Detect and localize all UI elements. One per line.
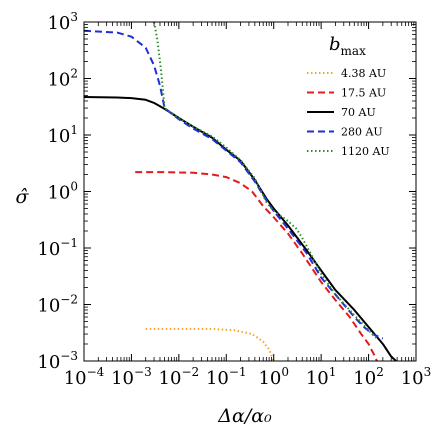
x-tick-label: 10−3	[111, 365, 152, 389]
x-axis-title: Δα/α₀	[217, 405, 272, 427]
series-layer	[84, 22, 397, 361]
y-tick-label: 10−2	[37, 293, 78, 317]
x-tick-label: 10−1	[206, 365, 247, 389]
labels-layer: 10−4 10−3 10−2 10−1 100 101 102 10310−310−210−1…	[37, 10, 431, 389]
x-tick-label: 103	[401, 365, 432, 389]
y-axis-title: σ̂	[16, 186, 30, 208]
series-line-4	[153, 22, 378, 340]
x-tick-label: 100	[258, 365, 289, 389]
x-tick-label: 10−4	[64, 365, 105, 389]
x-tick-label: 10−2	[159, 365, 200, 389]
series-line-3	[84, 29, 384, 340]
legend: bmax 4.38 AU 17.5 AU 70 AU 280 AU 1120 AU	[307, 34, 390, 158]
y-tick-label: 101	[47, 123, 78, 147]
legend-label-2: 70 AU	[341, 106, 376, 119]
series-line-0	[145, 327, 275, 361]
y-tick-label: 10−3	[37, 349, 78, 373]
y-tick-label: 102	[47, 67, 78, 91]
ticks-layer	[83, 21, 417, 362]
y-tick-label: 103	[47, 10, 78, 34]
legend-title: bmax	[329, 34, 366, 58]
y-tick-label: 100	[47, 180, 78, 204]
x-tick-label: 102	[353, 365, 384, 389]
legend-label-0: 4.38 AU	[341, 67, 386, 80]
x-tick-label: 101	[306, 365, 337, 389]
series-line-1	[135, 171, 378, 361]
y-tick-label: 10−1	[37, 236, 78, 260]
legend-label-4: 1120 AU	[341, 145, 390, 158]
legend-label-1: 17.5 AU	[341, 87, 386, 100]
legend-label-3: 280 AU	[341, 126, 383, 139]
